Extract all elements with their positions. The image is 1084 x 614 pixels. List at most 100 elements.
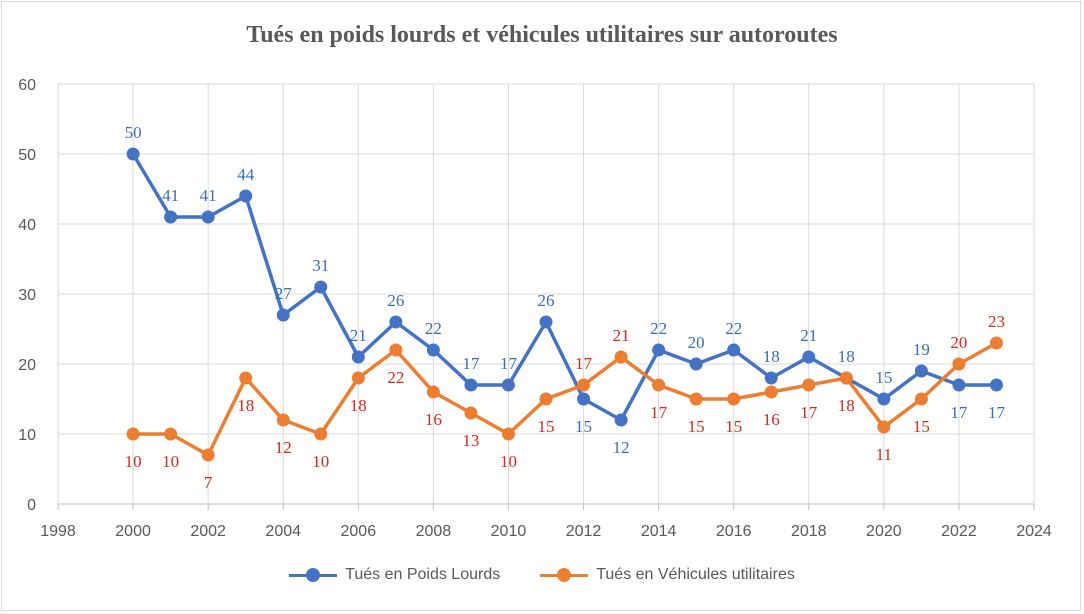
- data-label: 20: [688, 333, 705, 352]
- data-point: [464, 378, 478, 392]
- data-label: 11: [876, 445, 892, 464]
- series-line-vehicules-utilitaires: [133, 341, 998, 457]
- data-point: [389, 315, 403, 329]
- y-tick-label: 60: [18, 77, 36, 94]
- chart-title: Tués en poids lourds et véhicules utilit…: [246, 22, 838, 48]
- x-tick-label: 1998: [40, 523, 76, 540]
- data-point: [539, 392, 553, 406]
- data-label: 15: [913, 417, 930, 436]
- data-point: [501, 427, 515, 441]
- data-label: 20: [950, 333, 967, 352]
- data-point: [802, 350, 816, 364]
- data-label: 12: [275, 438, 292, 457]
- data-point: [126, 147, 140, 161]
- data-point: [577, 378, 591, 392]
- x-tick-label: 2020: [866, 523, 902, 540]
- x-tick-label: 2002: [190, 523, 226, 540]
- y-tick-label: 40: [18, 217, 36, 234]
- data-point: [952, 357, 966, 371]
- data-label: 18: [237, 396, 254, 415]
- data-point: [539, 315, 553, 329]
- legend-marker-poids-lourds: [306, 568, 321, 582]
- y-tick-label: 50: [18, 147, 36, 164]
- x-tick-label: 2006: [341, 523, 377, 540]
- data-label: 17: [950, 403, 968, 422]
- data-point: [952, 378, 966, 392]
- data-label: 26: [387, 291, 404, 310]
- series-line-poids-lourds: [131, 153, 997, 422]
- data-label: 21: [350, 326, 367, 345]
- data-point: [689, 392, 703, 406]
- data-point: [614, 413, 628, 427]
- data-label: 18: [350, 396, 367, 415]
- data-point: [802, 378, 816, 392]
- data-point: [764, 371, 778, 385]
- data-point: [914, 364, 928, 378]
- data-label: 10: [500, 452, 517, 471]
- legend-label-vehicules-utilitaires: Tués en Véhicules utilitaires: [596, 566, 795, 583]
- data-label: 22: [425, 319, 442, 338]
- data-point: [614, 350, 628, 364]
- legend-item-poids-lourds: Tués en Poids Lourds: [289, 566, 500, 584]
- data-label: 16: [763, 410, 780, 429]
- legend-marker-vehicules-utilitaires: [557, 568, 572, 582]
- data-label: 18: [763, 347, 780, 366]
- data-label: 17: [800, 403, 818, 422]
- data-point: [276, 308, 290, 322]
- x-tick-label: 2004: [265, 523, 301, 540]
- data-point: [201, 210, 215, 224]
- data-label: 17: [500, 354, 518, 373]
- data-label: 16: [425, 410, 442, 429]
- data-point: [126, 427, 140, 441]
- x-tick-label: 2018: [791, 523, 827, 540]
- data-label: 17: [650, 403, 668, 422]
- data-point: [201, 448, 215, 462]
- data-point: [652, 343, 666, 357]
- data-label: 13: [462, 431, 479, 450]
- data-label: 26: [538, 291, 555, 310]
- legend-label-poids-lourds: Tués en Poids Lourds: [345, 566, 501, 583]
- legend: Tués en Poids Lourds Tués en Véhicules u…: [0, 566, 1084, 584]
- data-label: 7: [204, 473, 213, 492]
- data-label: 17: [462, 354, 480, 373]
- data-label: 50: [125, 123, 142, 142]
- data-point: [839, 371, 853, 385]
- data-point: [276, 413, 290, 427]
- data-point: [914, 392, 928, 406]
- data-label: 41: [200, 186, 217, 205]
- data-point: [314, 427, 328, 441]
- legend-item-vehicules-utilitaires: Tués en Véhicules utilitaires: [540, 566, 795, 584]
- data-label: 10: [312, 452, 329, 471]
- y-tick-label: 20: [18, 357, 36, 374]
- data-label: 12: [613, 438, 630, 457]
- data-label: 44: [237, 165, 255, 184]
- data-label: 22: [725, 319, 742, 338]
- x-tick-label: 2016: [716, 523, 752, 540]
- data-label: 18: [838, 396, 855, 415]
- data-point: [426, 343, 440, 357]
- data-point: [464, 406, 478, 420]
- data-label: 41: [162, 186, 179, 205]
- data-label: 22: [650, 319, 667, 338]
- data-label: 17: [988, 403, 1006, 422]
- data-point: [727, 392, 741, 406]
- data-label: 10: [162, 452, 179, 471]
- x-tick-label: 2014: [641, 523, 677, 540]
- data-label: 15: [725, 417, 742, 436]
- data-point: [877, 392, 891, 406]
- data-point: [164, 427, 178, 441]
- data-label: 21: [613, 326, 630, 345]
- data-point: [351, 371, 365, 385]
- data-point: [426, 385, 440, 399]
- data-label: 15: [575, 417, 592, 436]
- x-tick-label: 2008: [416, 523, 452, 540]
- data-label: 19: [913, 340, 930, 359]
- data-label: 31: [312, 256, 329, 275]
- data-label: 21: [800, 326, 817, 345]
- data-point: [764, 385, 778, 399]
- data-label: 18: [838, 347, 855, 366]
- legend-swatch-poids-lourds: [289, 568, 338, 582]
